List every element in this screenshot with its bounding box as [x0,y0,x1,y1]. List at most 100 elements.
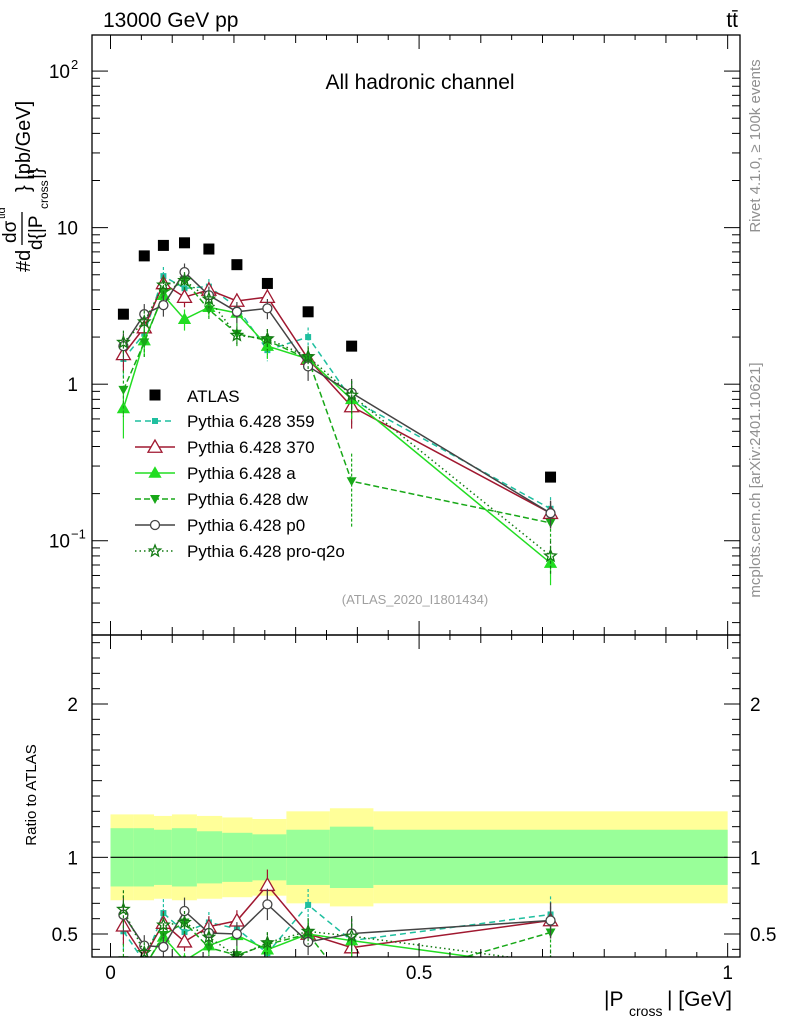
main-curves [115,263,559,586]
svg-text:2: 2 [71,57,78,72]
ratio-point [549,954,552,957]
y-tick-label: 1 [67,375,78,396]
ratio-axis-title: Ratio to ATLAS [23,744,40,845]
series-point [118,385,129,395]
energy-label: 13000 GeV pp [103,9,238,32]
svg-text:|}: |} [26,168,47,179]
legend-label: ATLAS [187,387,240,406]
series-point [177,272,192,287]
svg-text:dσ: dσ [0,220,21,243]
ratio-point [118,967,129,977]
svg-text:|P: |P [604,988,623,1011]
ratio-line [149,921,551,957]
analysis-id: (ATLAS_2020_I1801434) [342,592,488,607]
y-tick-label: 10 [57,219,78,240]
data-point [117,308,129,320]
series-point [300,348,316,363]
series-point [543,548,558,563]
ratio-panel-frame [91,634,741,958]
data-point [545,471,557,483]
svg-text:−1: −1 [71,527,86,542]
data-point [203,243,215,255]
legend-marker [152,418,158,424]
legend-label: Pythia 6.428 p0 [187,516,305,535]
series-point [116,334,131,349]
ratio-tick-label-right: 0.5 [750,925,776,946]
svg-text:| [GeV]: | [GeV] [667,988,732,1011]
x-tick-label: 0 [105,963,116,984]
series-line [122,270,551,514]
ratio-point [545,915,556,926]
series-point [177,312,192,324]
series-point [139,309,150,320]
legend: ATLAS Pythia 6.428 359 Pythia 6.428 370 Pyt… [135,387,345,561]
svg-text:cross: cross [37,180,51,209]
svg-text:} [pb/GeV]: } [pb/GeV] [13,101,35,192]
svg-text:cross: cross [629,1003,662,1019]
atlas-data-points [117,237,557,483]
legend-marker [149,519,161,531]
source-label: mcplots.cern.ch [arXiv:2401.10621] [747,362,764,597]
ratio-tick-label-left: 0.5 [52,925,78,946]
ratio-line [122,884,551,957]
ratio-line [122,903,551,948]
data-point [261,277,273,289]
series-point [231,329,242,339]
svg-text:#d: #d [13,250,35,272]
x-tick-label: 1 [722,963,733,984]
svg-text:10: 10 [49,532,70,553]
series-line [122,279,552,557]
svg-text:10: 10 [49,62,70,83]
legend-label: Pythia 6.428 370 [187,438,315,457]
data-point [302,306,314,318]
svg-text:10: 10 [57,219,78,240]
ratio-tick-label-right: 1 [750,848,761,869]
ratio-point [139,964,149,973]
legend-marker [150,495,160,504]
legend-label: Pythia 6.428 359 [187,412,315,431]
y-tick-label: 10 2 [49,57,78,83]
ratio-point [545,962,556,972]
series-point [203,305,214,315]
ratio-point [136,944,152,957]
legend-label: Pythia 6.428 pro-q2o [187,542,345,561]
ratio-point [300,923,316,938]
series-point [545,508,556,519]
ratio-point [116,901,131,916]
ratio-point [203,943,214,953]
data-point [179,237,191,249]
data-point [231,259,243,271]
data-point [157,239,169,251]
legend-marker [147,543,163,558]
ratio-point [260,934,275,950]
ratio-point [262,899,273,910]
series-point [176,288,193,303]
series-point [262,303,273,314]
series-point [158,299,169,311]
ratio-point [176,933,193,948]
series-point [231,306,243,317]
series-point [305,334,312,341]
ratio-point [231,928,243,940]
rivet-version-label: Rivet 4.1.0, ≥ 100k events [747,59,764,232]
ratio-tick-label-left: 1 [67,848,78,869]
x-tick-label: 0.5 [406,963,432,984]
series-point [201,291,217,306]
x-axis-title: |P cross | [GeV] [604,988,732,1019]
series-line [122,279,551,524]
ratio-point [201,929,217,944]
process-label: tt̄ [726,9,738,32]
data-point [138,250,150,262]
data-point [346,340,358,352]
ratio-line [122,903,551,957]
ratio-point [305,901,312,908]
y-tick-label: 10 −1 [49,527,86,553]
legend-marker [149,389,161,401]
ratio-uncertainty-bands [110,808,728,907]
series-point [139,338,150,348]
y-axis-title: #d dσ tid d{|P cross |} } [pb/GeV] [0,101,51,272]
svg-text:tid: tid [0,207,8,219]
svg-text:1: 1 [67,375,78,396]
